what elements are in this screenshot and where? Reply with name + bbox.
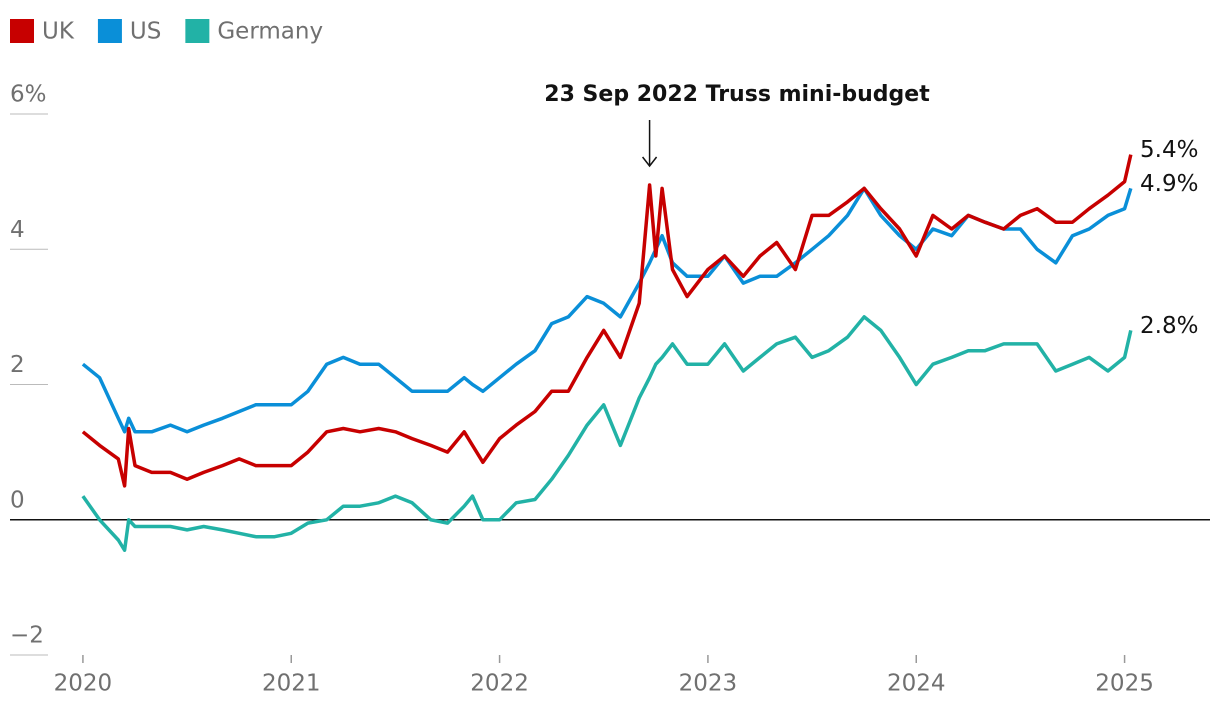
legend-swatch bbox=[97, 19, 122, 43]
series-line bbox=[81, 154, 1133, 488]
y-tick-label: 2 bbox=[10, 352, 25, 378]
legend-swatch bbox=[10, 19, 34, 43]
series-line bbox=[81, 186, 1133, 434]
end-label: 2.8% bbox=[1140, 313, 1198, 339]
legend-label: Germany bbox=[217, 19, 323, 45]
x-tick-label: 2025 bbox=[1095, 671, 1154, 697]
legend-label: UK bbox=[42, 19, 75, 45]
y-tick-label: 6% bbox=[10, 82, 47, 108]
x-tick-label: 2022 bbox=[470, 671, 529, 697]
end-label: 4.9% bbox=[1140, 171, 1198, 197]
x-tick-label: 2020 bbox=[54, 671, 113, 697]
x-tick-label: 2023 bbox=[679, 671, 738, 697]
annotation-arrowhead bbox=[641, 156, 658, 168]
x-tick-label: 2021 bbox=[262, 671, 321, 697]
y-tick-label: 0 bbox=[10, 487, 25, 513]
x-tick-label: 2024 bbox=[887, 671, 946, 697]
series-line bbox=[81, 315, 1133, 552]
legend-swatch bbox=[185, 19, 210, 43]
annotation: 23 Sep 2022 Truss mini-budget bbox=[544, 82, 930, 107]
legend-label: US bbox=[130, 19, 161, 45]
end-label: 5.4% bbox=[1140, 137, 1198, 163]
y-tick-label: 4 bbox=[10, 217, 25, 243]
y-tick-label: −2 bbox=[10, 623, 44, 649]
